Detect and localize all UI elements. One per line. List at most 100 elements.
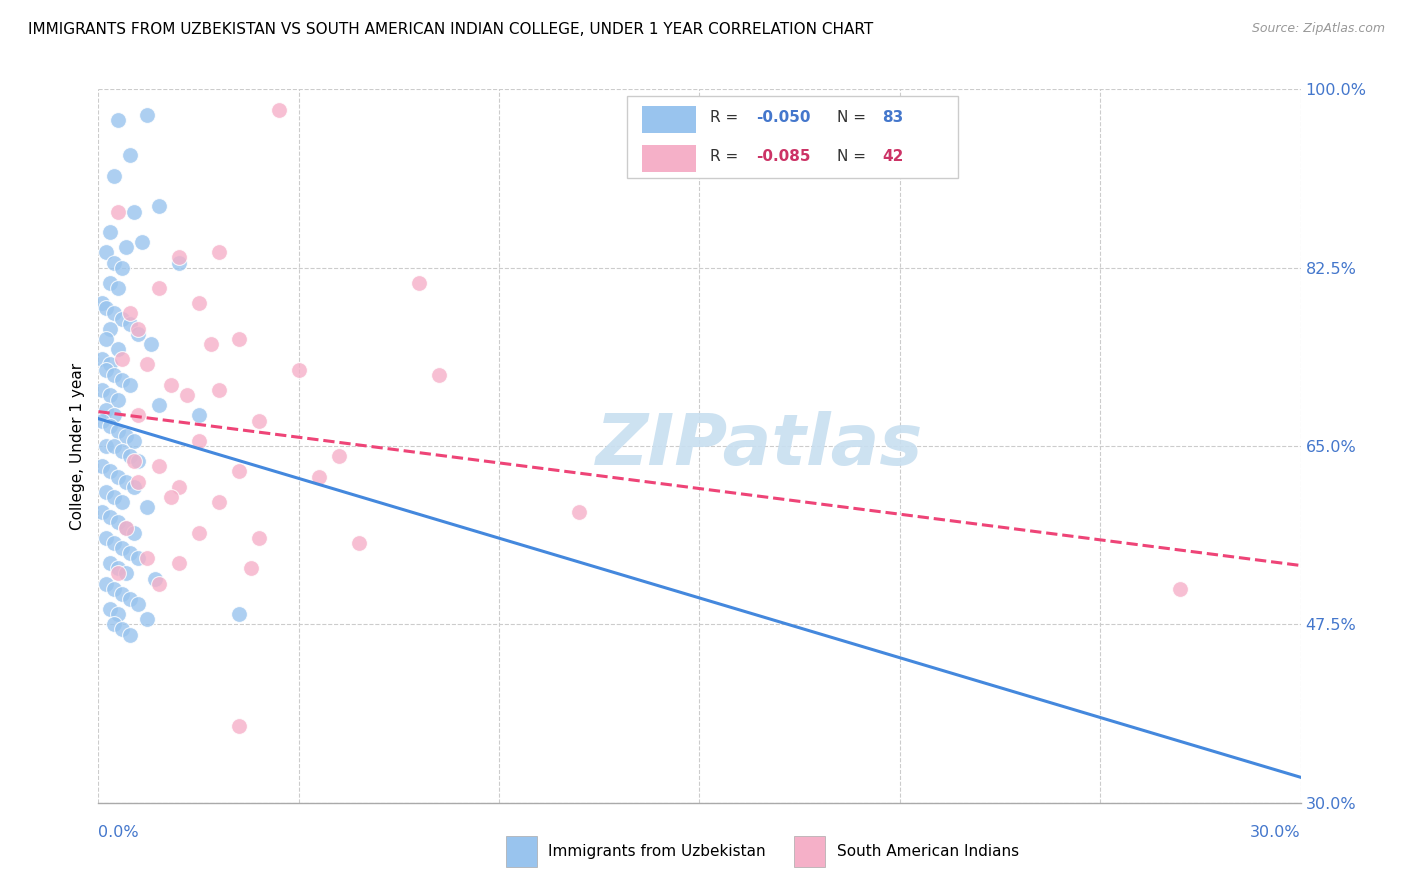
Point	[100, 465, 122, 479]
Point	[96, 484, 118, 499]
Point	[135, 551, 157, 566]
Point	[103, 536, 125, 550]
Point	[167, 255, 190, 269]
Point	[91, 383, 114, 397]
Point	[91, 352, 114, 367]
Point	[100, 602, 122, 616]
Point	[135, 500, 157, 515]
Point	[100, 225, 122, 239]
Point	[120, 546, 142, 560]
Point	[208, 383, 231, 397]
Point	[107, 561, 129, 575]
Text: 42: 42	[882, 149, 904, 164]
Point	[148, 459, 170, 474]
Point	[200, 337, 222, 351]
Point	[103, 409, 125, 423]
Point	[148, 281, 170, 295]
Text: IMMIGRANTS FROM UZBEKISTAN VS SOUTH AMERICAN INDIAN COLLEGE, UNDER 1 YEAR CORREL: IMMIGRANTS FROM UZBEKISTAN VS SOUTH AMER…	[28, 22, 873, 37]
Point	[239, 561, 262, 575]
Point	[91, 459, 114, 474]
Text: -0.085: -0.085	[756, 149, 810, 164]
Point	[103, 255, 125, 269]
Point	[124, 434, 146, 448]
Point	[167, 556, 190, 570]
Point	[135, 108, 157, 122]
Text: South American Indians: South American Indians	[837, 844, 1019, 859]
Point	[120, 317, 142, 331]
Point	[308, 469, 330, 483]
Point	[124, 204, 146, 219]
Text: R =: R =	[710, 111, 744, 125]
Point	[124, 454, 146, 468]
Point	[128, 475, 150, 489]
Point	[103, 490, 125, 504]
Text: 83: 83	[882, 111, 904, 125]
Point	[100, 510, 122, 524]
Point	[100, 418, 122, 433]
Point	[103, 617, 125, 632]
Point	[148, 199, 170, 213]
Point	[115, 566, 138, 581]
Point	[103, 169, 125, 183]
Point	[120, 449, 142, 463]
Text: ZIPatlas: ZIPatlas	[596, 411, 924, 481]
Point	[128, 551, 150, 566]
Point	[96, 245, 118, 260]
Point	[111, 444, 134, 458]
Point	[111, 311, 134, 326]
Point	[228, 332, 250, 346]
Point	[143, 572, 166, 586]
Point	[96, 332, 118, 346]
Point	[96, 403, 118, 417]
Bar	[641, 145, 696, 172]
Point	[103, 439, 125, 453]
Point	[120, 591, 142, 606]
Point	[187, 525, 209, 540]
Point	[115, 475, 138, 489]
Point	[120, 627, 142, 641]
Text: -0.050: -0.050	[756, 111, 810, 125]
Point	[187, 296, 209, 310]
Point	[128, 409, 150, 423]
FancyBboxPatch shape	[627, 96, 957, 178]
Point	[131, 235, 153, 249]
Point	[208, 245, 231, 260]
Text: 0.0%: 0.0%	[98, 825, 139, 840]
Point	[111, 623, 134, 637]
Point	[96, 576, 118, 591]
Point	[111, 541, 134, 555]
Point	[124, 480, 146, 494]
Point	[107, 469, 129, 483]
Point	[96, 362, 118, 376]
Point	[568, 505, 591, 519]
Point	[107, 566, 129, 581]
Point	[120, 377, 142, 392]
Point	[103, 368, 125, 382]
Point	[120, 148, 142, 162]
Point	[128, 454, 150, 468]
Point	[228, 719, 250, 733]
Point	[96, 439, 118, 453]
Point	[107, 393, 129, 408]
Point	[111, 260, 134, 275]
Point	[247, 413, 270, 427]
Point	[115, 520, 138, 534]
Point	[115, 429, 138, 443]
Point	[247, 531, 270, 545]
Point	[91, 505, 114, 519]
Point	[1170, 582, 1192, 596]
Point	[107, 516, 129, 530]
Point	[159, 377, 181, 392]
Text: N =: N =	[837, 111, 870, 125]
Point	[120, 306, 142, 320]
Point	[408, 276, 430, 290]
Point	[115, 240, 138, 254]
Point	[187, 434, 209, 448]
Point	[107, 607, 129, 622]
Point	[328, 449, 350, 463]
Point	[347, 536, 370, 550]
Text: N =: N =	[837, 149, 870, 164]
Text: Source: ZipAtlas.com: Source: ZipAtlas.com	[1251, 22, 1385, 36]
Point	[267, 103, 290, 117]
Point	[427, 368, 450, 382]
